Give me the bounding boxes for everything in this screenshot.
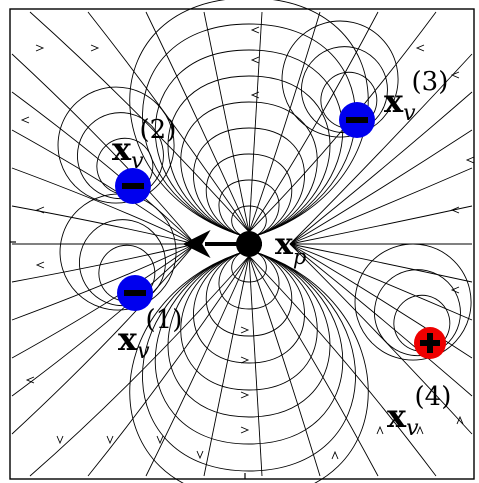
streamline-lower-loop: [193, 251, 305, 364]
streamline-lower-loop: [142, 251, 356, 472]
streamline-upper-loop: [193, 127, 305, 237]
vortex-3-label: xv(3): [384, 67, 448, 126]
streamline-right-fan: [289, 243, 473, 397]
streamline-upper-loop: [218, 179, 280, 237]
flow-direction-chevron: [465, 156, 475, 164]
flow-direction-chevron: [106, 435, 114, 445]
streamline-bottom: [87, 255, 250, 477]
plus-sign-icon-vertical: [427, 333, 433, 353]
streamline-top: [248, 11, 263, 233]
flow-direction-chevron: [20, 116, 30, 124]
flow-direction-chevron: [331, 450, 339, 460]
streamline-left-fan: [11, 129, 196, 245]
streamline-lower-loop: [205, 251, 293, 337]
plot-frame: [9, 8, 475, 480]
streamline-upper-loop: [180, 101, 318, 237]
streamline-upper-loop: [167, 75, 331, 237]
flow-direction-chevron: [415, 44, 425, 52]
streamline-vortex-swirl: [354, 243, 472, 361]
vortex-1-label: xv(1): [118, 305, 182, 364]
streamline-right-fan: [289, 243, 473, 321]
streamline-left-fan: [11, 243, 196, 397]
streamline-upper-loop: [129, 0, 369, 237]
streamline-top: [248, 11, 321, 233]
flow-direction-chevron: [376, 425, 384, 435]
flow-direction-chevron: [240, 426, 250, 434]
streamline-bottom: [248, 255, 437, 477]
streamline-top: [87, 11, 250, 233]
streamline-right-fan: [289, 243, 473, 283]
streamline-top: [145, 11, 250, 233]
vortex-4-label: xv(4): [387, 382, 451, 441]
streamline-lower-loop: [154, 251, 344, 445]
streamline-bottom: [145, 255, 250, 477]
vortex-2: xv(2): [112, 115, 176, 204]
flow-direction-chevron: [250, 91, 260, 99]
streamline-upper-loop: [231, 205, 267, 237]
flow-direction-chevron: [35, 261, 45, 269]
flow-direction-chevron: [196, 450, 204, 460]
streamline-lower-loop: [231, 251, 267, 283]
streamline-right-fan: [289, 167, 473, 245]
streamline-right-fan: [289, 243, 473, 435]
flow-direction-chevron: [25, 376, 35, 384]
streamline-right-fan: [289, 205, 473, 245]
flow-direction-chevron: [416, 425, 424, 435]
minus-sign-icon: [122, 183, 144, 189]
streamline-top: [29, 11, 250, 233]
streamline-bottom: [248, 255, 379, 477]
flow-direction-chevron: [250, 26, 260, 34]
flow-direction-chevron: [90, 44, 100, 52]
vortex-2-label: xv(2): [112, 115, 176, 174]
flow-direction-chevron: [240, 356, 250, 364]
streamline-left-fan: [11, 91, 196, 245]
flow-direction-chevron: [450, 206, 460, 214]
vortex-3: xv(3): [339, 67, 448, 138]
flow-direction-chevron: [250, 56, 260, 64]
streamline-upper-loop: [154, 49, 344, 237]
flow-direction-chevron: [56, 435, 64, 445]
particle: xp: [182, 227, 306, 269]
streamline-lower-loop: [180, 251, 318, 391]
streamline-bottom: [248, 255, 263, 477]
particle-dot: [236, 231, 262, 257]
streamline-bottom: [29, 255, 250, 477]
streamline-bottom: [203, 255, 250, 477]
streamline-bottom: [248, 255, 321, 477]
vortex-1: xv(1): [117, 275, 182, 364]
flow-direction-chevron: [456, 415, 464, 425]
streamline-upper-loop: [205, 153, 293, 237]
streamline-top: [203, 11, 250, 233]
streamline-left-fan: [11, 243, 196, 435]
streamline-right-fan: [289, 129, 473, 245]
streamline-lower-loop: [167, 251, 331, 418]
streamline-lower-loop: [218, 251, 280, 310]
flow-direction-chevron: [35, 44, 45, 52]
streamline-left-fan: [11, 205, 196, 245]
streamline-lower-loop: [129, 251, 369, 483]
particle-label: xp: [275, 227, 306, 269]
flow-direction-chevron: [450, 71, 460, 79]
streamline-right-fan: [289, 243, 473, 359]
flow-direction-chevron: [240, 326, 250, 334]
streamline-left-fan: [11, 167, 196, 245]
streamline-right-fan: [289, 53, 473, 245]
streamline-upper-loop: [142, 23, 356, 237]
minus-sign-icon: [124, 290, 146, 296]
streamline-right-fan: [289, 91, 473, 245]
vortex-4: xv(4): [387, 327, 451, 441]
flow-direction-chevron: [240, 391, 250, 399]
streamline-left-fan: [11, 243, 196, 283]
streamline-left-fan: [11, 53, 196, 245]
flow-direction-chevron: [450, 286, 460, 294]
flow-direction-chevron: [35, 206, 45, 214]
streamline-top: [248, 11, 379, 233]
minus-sign-icon: [346, 117, 368, 123]
flow-direction-chevron: [156, 435, 164, 445]
